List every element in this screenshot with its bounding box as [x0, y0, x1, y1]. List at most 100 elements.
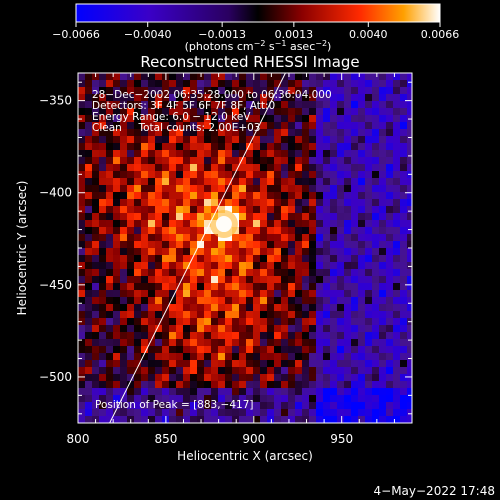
- heatmap-cell: [85, 143, 92, 150]
- heatmap-cell: [232, 269, 239, 276]
- heatmap-cell: [358, 227, 365, 234]
- heatmap-cell: [134, 171, 141, 178]
- heatmap-cell: [281, 122, 288, 129]
- heatmap-cell: [267, 416, 274, 423]
- heatmap-cell: [295, 283, 302, 290]
- heatmap-cell: [162, 80, 169, 87]
- heatmap-cell: [218, 325, 225, 332]
- heatmap-cell: [365, 94, 372, 101]
- heatmap-cell: [260, 115, 267, 122]
- heatmap-cell: [99, 353, 106, 360]
- heatmap-cell: [106, 164, 113, 171]
- heatmap-cell: [358, 150, 365, 157]
- heatmap-cell: [267, 143, 274, 150]
- heatmap-cell: [386, 332, 393, 339]
- heatmap-cell: [386, 360, 393, 367]
- heatmap-cell: [113, 94, 120, 101]
- heatmap-cell: [274, 283, 281, 290]
- heatmap-cell: [351, 129, 358, 136]
- heatmap-cell: [337, 325, 344, 332]
- heatmap-cell: [393, 311, 400, 318]
- heatmap-cell: [92, 206, 99, 213]
- heatmap-cell: [239, 416, 246, 423]
- heatmap-cell: [204, 241, 211, 248]
- heatmap-cell: [323, 213, 330, 220]
- heatmap-cell: [232, 283, 239, 290]
- heatmap-cell: [113, 311, 120, 318]
- heatmap-cell: [393, 234, 400, 241]
- colorbar: −0.0066 −0.0040 −0.0013 0.0013 0.0040 0.0066 …: [52, 3, 459, 53]
- heatmap-cell: [225, 381, 232, 388]
- heatmap-cell: [267, 108, 274, 115]
- heatmap-cell: [211, 87, 218, 94]
- heatmap-cell: [253, 108, 260, 115]
- heatmap-cell: [400, 360, 407, 367]
- heatmap-cell: [148, 353, 155, 360]
- heatmap-cell: [148, 143, 155, 150]
- heatmap-cell: [309, 87, 316, 94]
- heatmap-cell: [183, 276, 190, 283]
- heatmap-cell: [204, 101, 211, 108]
- heatmap-cell: [197, 94, 204, 101]
- heatmap-cell: [218, 129, 225, 136]
- heatmap-cell: [92, 269, 99, 276]
- heatmap-cell: [302, 220, 309, 227]
- heatmap-cell: [211, 297, 218, 304]
- heatmap-cell: [407, 339, 412, 346]
- heatmap-cell: [267, 318, 274, 325]
- heatmap-cell: [232, 332, 239, 339]
- heatmap-cell: [106, 353, 113, 360]
- heatmap-cell: [393, 94, 400, 101]
- heatmap-cell: [267, 255, 274, 262]
- heatmap-cell: [386, 80, 393, 87]
- heatmap-cell: [400, 367, 407, 374]
- heatmap-cell: [169, 388, 176, 395]
- heatmap-cell: [127, 206, 134, 213]
- heatmap-cell: [246, 115, 253, 122]
- heatmap-cell: [351, 409, 358, 416]
- heatmap-cell: [365, 388, 372, 395]
- heatmap-cell: [106, 241, 113, 248]
- heatmap-cell: [260, 353, 267, 360]
- heatmap-cell: [372, 164, 379, 171]
- heatmap-cell: [323, 108, 330, 115]
- heatmap-cell: [92, 220, 99, 227]
- heatmap-cell: [176, 409, 183, 416]
- heatmap-cell: [225, 353, 232, 360]
- heatmap-cell: [288, 206, 295, 213]
- heatmap-cell: [253, 409, 260, 416]
- heatmap-cell: [407, 178, 412, 185]
- heatmap-cell: [225, 192, 232, 199]
- heatmap-cell: [78, 416, 85, 423]
- heatmap-cell: [190, 381, 197, 388]
- heatmap-cell: [351, 178, 358, 185]
- heatmap-cell: [337, 255, 344, 262]
- heatmap-cell: [141, 409, 148, 416]
- heatmap-cell: [316, 367, 323, 374]
- heatmap-cell: [92, 283, 99, 290]
- heatmap-cell: [351, 94, 358, 101]
- heatmap-cell: [155, 318, 162, 325]
- heatmap-cell: [393, 318, 400, 325]
- heatmap-cell: [379, 304, 386, 311]
- heatmap-cell: [351, 220, 358, 227]
- heatmap-cell: [204, 178, 211, 185]
- heatmap-cell: [78, 122, 85, 129]
- heatmap-cell: [106, 339, 113, 346]
- heatmap-cell: [162, 353, 169, 360]
- heatmap-cell: [225, 199, 232, 206]
- heatmap-cell: [99, 332, 106, 339]
- heatmap-cell: [253, 234, 260, 241]
- heatmap-cell: [316, 199, 323, 206]
- heatmap-cell: [365, 290, 372, 297]
- heatmap-cell: [148, 171, 155, 178]
- heatmap-cell: [246, 234, 253, 241]
- heatmap-cell: [309, 150, 316, 157]
- heatmap-cell: [127, 129, 134, 136]
- heatmap-cell: [386, 339, 393, 346]
- heatmap-cell: [190, 227, 197, 234]
- heatmap-cell: [330, 129, 337, 136]
- heatmap-cell: [92, 185, 99, 192]
- heatmap-cell: [281, 416, 288, 423]
- heatmap-cell: [393, 353, 400, 360]
